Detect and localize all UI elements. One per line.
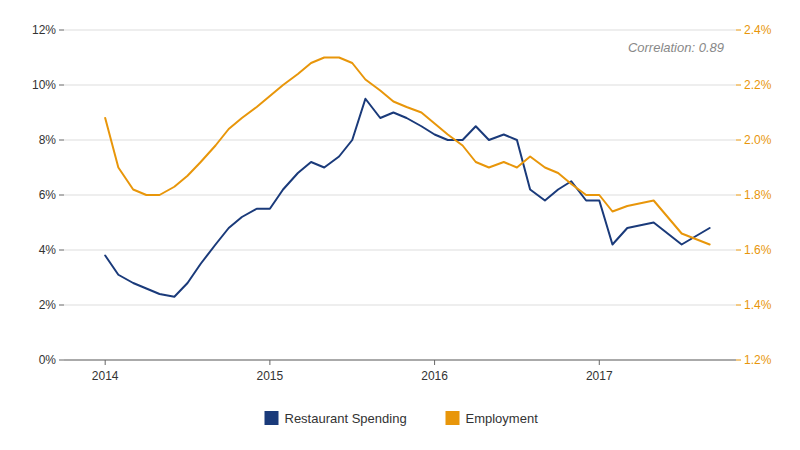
y2-tick (736, 85, 741, 86)
y-tick (59, 140, 64, 141)
y2-tick-label: 2.4% (744, 23, 772, 37)
annotation: Correlation: 0.89 (628, 40, 724, 55)
x-tick-label: 2014 (92, 369, 119, 383)
legend-label: Restaurant Spending (285, 411, 407, 426)
x-tick (434, 360, 435, 365)
grid-line (64, 140, 736, 141)
y-tick-label: 6% (39, 188, 57, 202)
x-tick-label: 2016 (421, 369, 448, 383)
y2-tick-label: 1.6% (744, 243, 772, 257)
legend-swatch (446, 411, 460, 425)
axes: 0% 2% 4% 6% 8% 10% 12% 1.2% 1.4% 1.6% 1.8% 2.0% 2.2%… (32, 23, 772, 383)
chart: 0% 2% 4% 6% 8% 10% 12% 1.2% 1.4% 1.6% 1.8% 2.0% 2.2%… (0, 0, 800, 450)
y-tick (59, 250, 64, 251)
grid-line (64, 195, 736, 196)
grid-line (64, 85, 736, 86)
y2-tick (736, 305, 741, 306)
y-tick (59, 195, 64, 196)
y2-tick-label: 1.2% (744, 353, 772, 367)
x-axis-line (64, 360, 736, 361)
y2-tick (736, 140, 741, 141)
grid-line (64, 305, 736, 306)
background (0, 0, 800, 450)
y2-tick (736, 195, 741, 196)
legend-swatch (265, 411, 279, 425)
y-tick-label: 4% (39, 243, 57, 257)
legend: Restaurant Spending Employment (265, 411, 539, 426)
y-tick (59, 30, 64, 31)
y-tick (59, 85, 64, 86)
series-line (105, 99, 709, 297)
x-tick-label: 2015 (257, 369, 284, 383)
y2-tick-label: 1.4% (744, 298, 772, 312)
y2-tick (736, 30, 741, 31)
y2-tick (736, 360, 741, 361)
y-tick-label: 0% (39, 353, 57, 367)
series-line (105, 58, 709, 245)
y2-tick-label: 1.8% (744, 188, 772, 202)
x-tick (105, 360, 106, 365)
grid-line (64, 250, 736, 251)
y2-tick (736, 250, 741, 251)
y-tick (59, 305, 64, 306)
x-tick-label: 2017 (586, 369, 613, 383)
y-tick-label: 12% (32, 23, 56, 37)
y-tick-label: 2% (39, 298, 57, 312)
y-tick-label: 8% (39, 133, 57, 147)
y2-tick-label: 2.0% (744, 133, 772, 147)
data (105, 58, 709, 297)
grid-line (64, 30, 736, 31)
y-tick (59, 360, 64, 361)
y-tick-label: 10% (32, 78, 56, 92)
x-tick (599, 360, 600, 365)
grid-line (64, 360, 736, 361)
x-tick (269, 360, 270, 365)
y2-tick-label: 2.2% (744, 78, 772, 92)
legend-label: Employment (466, 411, 539, 426)
grid (64, 30, 736, 360)
